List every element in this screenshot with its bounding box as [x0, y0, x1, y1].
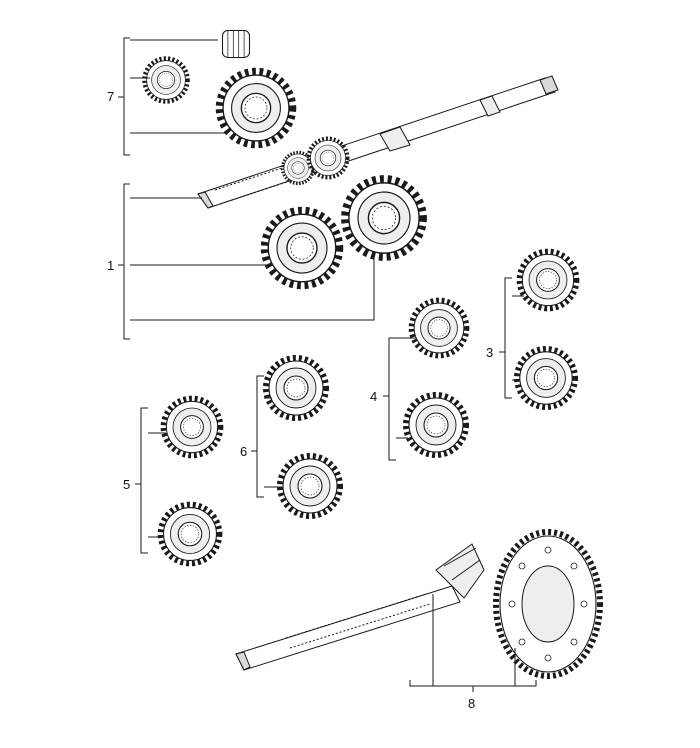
- callout-6: 6: [240, 444, 247, 459]
- bracket-6: [251, 375, 282, 498]
- gear-5b[interactable]: [161, 505, 220, 564]
- ring-gear[interactable]: [493, 529, 603, 679]
- pinion-shaft[interactable]: [235, 543, 485, 671]
- callout-8: 8: [468, 696, 475, 711]
- callout-5: 5: [123, 477, 130, 492]
- gear-3b[interactable]: [406, 395, 466, 455]
- bracket-4: [499, 277, 524, 399]
- large-gear[interactable]: [219, 71, 292, 144]
- group-1-parts: [265, 179, 424, 286]
- gear-1b[interactable]: [345, 179, 423, 257]
- bracket-8: [409, 594, 537, 692]
- bracket-3: [383, 337, 416, 461]
- gear-4a[interactable]: [520, 252, 577, 309]
- group-7-parts: [144, 29, 292, 145]
- callout-3: 4: [370, 389, 377, 404]
- needle-bearing[interactable]: [221, 29, 251, 59]
- gear-3a[interactable]: [411, 300, 466, 355]
- callout-1: 1: [107, 258, 114, 273]
- gear-5a[interactable]: [164, 399, 221, 456]
- bracket-5: [135, 407, 166, 554]
- gear-6b[interactable]: [280, 456, 340, 516]
- gear-1a[interactable]: [265, 211, 340, 286]
- gear-6a[interactable]: [266, 358, 326, 418]
- callout-4: 3: [486, 345, 493, 360]
- gear-4b[interactable]: [517, 349, 575, 407]
- bracket-7: [118, 37, 226, 156]
- bracket-1: [118, 183, 375, 340]
- callout-7: 7: [107, 89, 114, 104]
- small-gear[interactable]: [144, 58, 187, 101]
